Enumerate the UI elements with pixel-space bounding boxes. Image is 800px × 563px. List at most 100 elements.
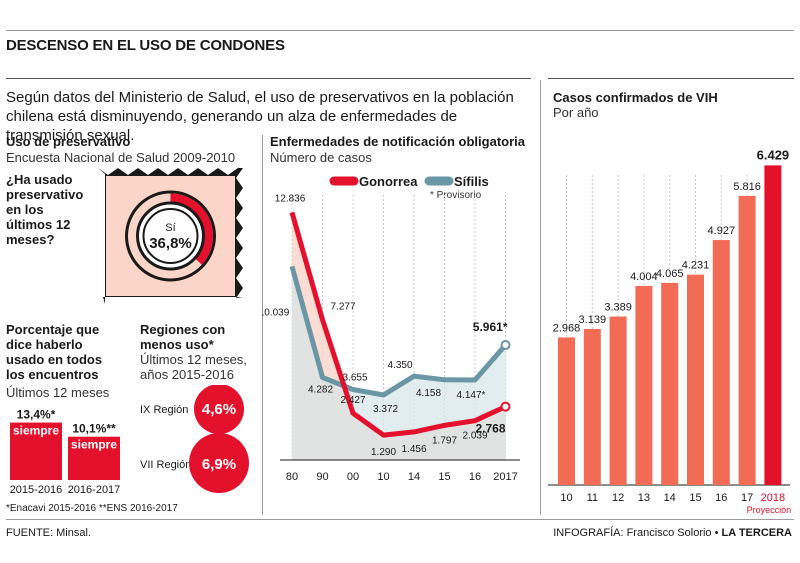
top-rule <box>6 30 794 31</box>
gonorrea-value-label: 1.290 <box>371 447 396 458</box>
ring-inner <box>136 201 205 271</box>
vih-bar-value: 5.816 <box>733 181 761 193</box>
vih-bar <box>712 240 730 485</box>
footnote: *Enacavi 2015-2016 **ENS 2016-2017 <box>6 503 178 514</box>
sifilis-value-label: 4.158 <box>416 388 441 399</box>
region-value-1: 4,6% <box>202 401 236 418</box>
always-bar-value: 10,1%** <box>72 422 116 436</box>
always-use-chart: 13,4%* siempre 2015-2016 10,1%** siempre 2016… <box>10 408 121 496</box>
always-use-subtitle: Últimos 12 meses <box>6 385 110 400</box>
vih-x-tick-label: 13 <box>638 492 650 504</box>
always-use-title: Porcentaje que dice haberlo usado en tod… <box>6 322 103 382</box>
region-circle-2 <box>189 433 249 493</box>
gonorrea-value-label: 1.797 <box>432 435 457 446</box>
intro-text: Según datos del Ministerio de Salud, el … <box>6 89 514 144</box>
x-tick-label: 10 <box>377 471 389 483</box>
intro-rule <box>6 78 531 79</box>
vih-bar-value: 2.968 <box>553 322 581 334</box>
series-end-marker <box>500 401 511 412</box>
regions-subtitle: Últimos 12 meses, años 2015-2016 <box>140 352 247 382</box>
gonorrea-value-label: 1.456 <box>401 444 426 455</box>
sifilis-value-label: 3.655 <box>342 373 367 384</box>
sifilis-value-label: 10.039 <box>262 307 290 318</box>
answer-value: 36,8% <box>149 235 192 252</box>
vih-bar-value: 4.004 <box>630 271 658 283</box>
vih-x-tick-label: 17 <box>741 492 753 504</box>
region-name-2: VII Región <box>140 459 191 471</box>
gonorrea-line <box>289 211 507 438</box>
legend-label-sifilis: Sífilis <box>454 174 489 189</box>
x-tick-label: 14 <box>408 471 420 483</box>
bar-chart: 2.968 10 3.139 11 3.389 12 4.004 13 4.065 14 4.231… <box>548 147 792 515</box>
vih-x-tick-label: 10 <box>560 492 572 504</box>
vih-bar <box>687 274 704 485</box>
regions-title: Regiones con menos uso* <box>140 322 226 352</box>
sifilis-line <box>289 265 508 398</box>
vih-bar-value: 4.065 <box>656 268 684 280</box>
vih-x-tick-label: 12 <box>612 492 624 504</box>
divider-left <box>262 135 263 515</box>
sifilis-value-label: 5.961* <box>473 320 508 334</box>
x-tick-label: 2017 <box>493 471 517 483</box>
projection-label: Proyección <box>747 505 792 515</box>
vih-x-tick-label: 2018 <box>761 492 785 504</box>
always-bar-value: 13,4%* <box>17 408 56 422</box>
vih-bar <box>583 328 601 485</box>
vih-x-tick-label: 16 <box>715 492 727 504</box>
gonorrea-value-label: 2.768 <box>475 422 505 436</box>
vih-bar-value: 3.389 <box>604 302 632 314</box>
vih-bar-value: 6.429 <box>757 147 790 162</box>
series-end-marker <box>500 340 511 351</box>
gonorrea-value-label: 2.427 <box>340 395 365 406</box>
region-circle-1 <box>194 385 244 434</box>
vih-bar-value: 4.927 <box>708 225 736 237</box>
condom-use-question: ¿Ha usado preservativo en los últimos 12… <box>6 172 84 247</box>
always-bar <box>68 436 120 480</box>
vih-x-tick-label: 11 <box>587 492 598 504</box>
credit-brand: LA TERCERA <box>721 527 792 539</box>
vih-bar <box>635 285 653 485</box>
regions-graphic: IX Región 4,6% VII Región 6,9% <box>140 385 249 493</box>
always-bar-word: siempre <box>13 424 59 438</box>
vih-bar <box>661 282 679 485</box>
gonorrea-value-label: 7.277 <box>331 302 356 313</box>
gonorrea-value-label: 2.039 <box>462 431 487 442</box>
page-title: DESCENSO EN EL USO DE CONDONES <box>6 37 285 54</box>
bar-chart-title: Casos confirmados de VIH <box>553 90 718 105</box>
condom-use-subtitle: Encuesta Nacional de Salud 2009-2010 <box>6 150 236 165</box>
always-bar-period: 2016-2017 <box>68 484 121 496</box>
legend-label-gonorrea: Gonorrea <box>359 174 418 189</box>
vih-bar <box>738 195 756 485</box>
condom-package-graphic: Sí 36,8% <box>98 168 243 304</box>
vih-rule <box>548 78 794 79</box>
answer-label: Sí <box>165 222 175 234</box>
x-tick-label: 80 <box>286 471 298 483</box>
x-tick-label: 90 <box>316 471 328 483</box>
line-chart-subtitle: Número de casos <box>270 150 372 165</box>
sifilis-value-label: 4.282 <box>308 384 333 395</box>
credit: INFOGRAFÍA: Francisco Solorio • LA TERCE… <box>553 527 792 539</box>
vih-bar <box>558 337 575 485</box>
condom-use-title: Uso de preservativo <box>6 134 131 149</box>
credit-author: INFOGRAFÍA: Francisco Solorio • <box>553 527 722 539</box>
sifilis-value-label: 4.350 <box>387 360 412 371</box>
always-bar-period: 2015-2016 <box>10 484 63 496</box>
vih-bar <box>764 165 782 486</box>
divider-right <box>540 80 541 515</box>
ring-inner-line <box>142 208 199 264</box>
vih-x-tick-label: 14 <box>664 492 676 504</box>
line-chart: Gonorrea Sífilis* Provisorio 12.836 7.277 2… <box>262 174 520 483</box>
x-tick-label: 00 <box>347 471 359 483</box>
always-bar <box>10 422 62 480</box>
x-tick-label: 15 <box>438 471 450 483</box>
bottom-rule <box>6 519 794 520</box>
vih-bar-value: 3.139 <box>579 314 607 326</box>
gonorrea-value-label: 12.836 <box>275 193 306 204</box>
vih-bar-value: 4.231 <box>682 260 710 272</box>
bar-chart-subtitle: Por año <box>553 105 599 120</box>
line-chart-title: Enfermedades de notificación obligatoria <box>270 134 525 149</box>
x-tick-label: 16 <box>469 471 481 483</box>
source: FUENTE: Minsal. <box>6 527 91 539</box>
region-name-1: IX Región <box>140 404 188 416</box>
sifilis-area <box>292 266 506 460</box>
